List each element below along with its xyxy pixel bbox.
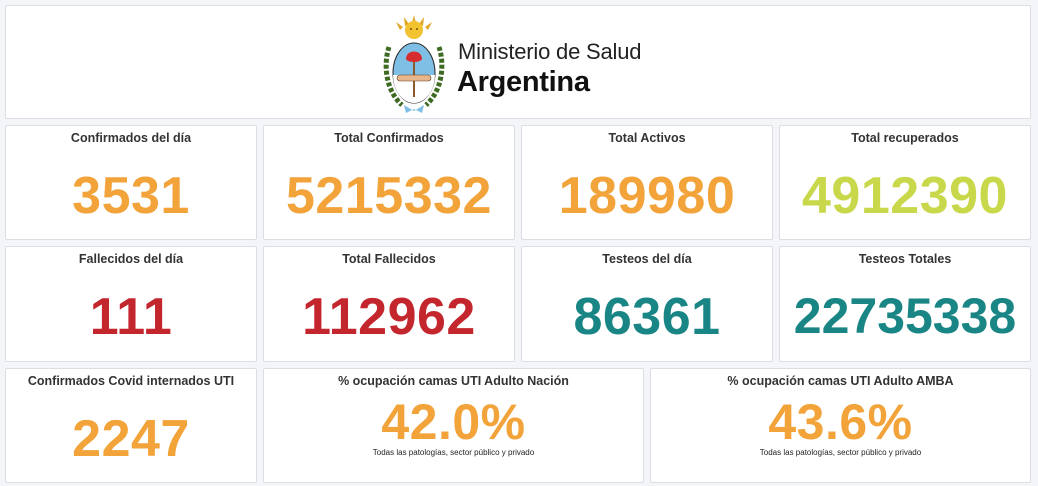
card-value: 86361	[573, 288, 721, 346]
card-total-recuperados: Total recuperados 4912390	[779, 125, 1031, 240]
card-testeos-totales: Testeos Totales 22735338	[779, 246, 1031, 362]
card-value: 112962	[302, 288, 476, 346]
card-subtitle: Todas las patologías, sector público y p…	[372, 448, 535, 457]
card-value: 111	[89, 288, 173, 346]
card-title: Confirmados Covid internados UTI	[27, 374, 235, 388]
card-confirmados-dia: Confirmados del día 3531	[5, 125, 257, 240]
card-title: % ocupación camas UTI Adulto Nación	[338, 374, 569, 388]
argentina-coat-of-arms-icon	[383, 15, 445, 113]
card-title: Testeos Totales	[858, 252, 952, 266]
card-value: 22735338	[793, 288, 1017, 344]
card-value: 43.6%	[768, 394, 913, 450]
ministry-name: Ministerio de Salud	[458, 39, 642, 64]
card-ocupacion-nacion: % ocupación camas UTI Adulto Nación 42.0…	[263, 368, 644, 483]
card-title: Total Confirmados	[334, 131, 444, 145]
header-panel: Ministerio de Salud Argentina	[5, 5, 1031, 119]
card-value: 42.0%	[381, 394, 526, 450]
card-internados-uti: Confirmados Covid internados UTI 2247	[5, 368, 257, 483]
card-title: Fallecidos del día	[78, 252, 184, 266]
card-value: 2247	[72, 410, 190, 468]
card-title: Total Fallecidos	[342, 252, 436, 266]
card-title: Testeos del día	[602, 252, 692, 266]
card-value: 189980	[558, 167, 736, 225]
ministry-logo: Ministerio de Salud Argentina	[378, 13, 650, 117]
card-title: Total Activos	[608, 131, 686, 145]
card-total-activos: Total Activos 189980	[521, 125, 773, 240]
card-title: Confirmados del día	[70, 131, 192, 145]
card-total-confirmados: Total Confirmados 5215332	[263, 125, 515, 240]
card-ocupacion-amba: % ocupación camas UTI Adulto AMBA 43.6% …	[650, 368, 1031, 483]
card-fallecidos-dia: Fallecidos del día 111	[5, 246, 257, 362]
card-total-fallecidos: Total Fallecidos 112962	[263, 246, 515, 362]
card-testeos-dia: Testeos del día 86361	[521, 246, 773, 362]
country-name: Argentina	[457, 66, 590, 98]
card-value: 3531	[72, 167, 190, 225]
card-value: 4912390	[802, 167, 1008, 225]
sun-of-may	[405, 21, 423, 39]
card-subtitle: Todas las patologías, sector público y p…	[759, 448, 922, 457]
card-title: Total recuperados	[851, 131, 959, 145]
card-title: % ocupación camas UTI Adulto AMBA	[727, 374, 954, 388]
card-value: 5215332	[286, 167, 492, 225]
